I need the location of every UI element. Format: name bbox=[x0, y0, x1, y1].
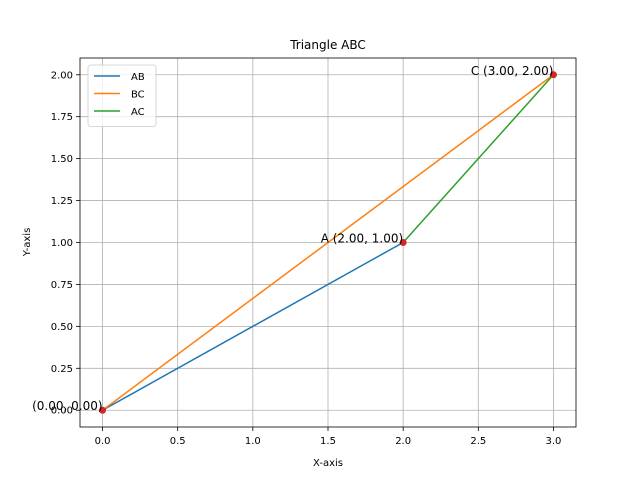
y-axis-label: Y-axis bbox=[22, 228, 33, 258]
data-point bbox=[399, 239, 407, 246]
series-line-ac bbox=[402, 74, 555, 244]
y-tick-label: 0.50 bbox=[51, 322, 73, 333]
point-label: (0.00, 0.00) bbox=[32, 399, 102, 413]
legend-label: AC bbox=[131, 107, 145, 118]
y-ticks: 0.00 0.25 0.50 0.75 1.00 1.25 1.50 1.75 2.00 bbox=[51, 70, 80, 417]
x-tick-label: 0.0 bbox=[95, 436, 111, 447]
series-line-bc bbox=[102, 74, 554, 411]
x-tick-label: 0.5 bbox=[170, 436, 186, 447]
series-line-ab bbox=[102, 241, 404, 411]
data-points bbox=[99, 71, 557, 414]
legend-box bbox=[87, 64, 157, 127]
point-label: A (2.00, 1.00) bbox=[321, 232, 403, 246]
legend-label: AB bbox=[131, 72, 145, 83]
x-tick-label: 1.5 bbox=[320, 436, 336, 447]
data-point bbox=[99, 406, 107, 414]
y-tick-label: 2.00 bbox=[51, 70, 73, 81]
y-tick-label: 1.75 bbox=[51, 112, 73, 123]
x-ticks: 0.0 0.5 1.0 1.5 2.0 2.5 3.0 bbox=[95, 427, 562, 447]
point-labels: (0.00, 0.00) A (2.00, 1.00) C (3.00, 2.00) bbox=[32, 64, 553, 413]
legend-label: BC bbox=[131, 90, 145, 101]
series-lines bbox=[102, 74, 555, 411]
data-point bbox=[549, 71, 557, 79]
point-label: C (3.00, 2.00) bbox=[471, 64, 554, 78]
y-tick-label: 0.75 bbox=[51, 280, 73, 291]
y-tick-label: 0.25 bbox=[51, 364, 73, 375]
y-tick-label: 1.00 bbox=[51, 238, 73, 249]
y-tick-label: 1.25 bbox=[51, 196, 73, 207]
x-tick-label: 2.0 bbox=[395, 436, 411, 447]
x-tick-label: 1.0 bbox=[245, 436, 261, 447]
y-tick-label: 1.50 bbox=[51, 154, 73, 165]
y-tick-label: 0.00 bbox=[51, 406, 73, 417]
x-tick-label: 3.0 bbox=[546, 436, 562, 447]
legend: AB BC AC bbox=[87, 64, 157, 127]
x-tick-label: 2.5 bbox=[470, 436, 486, 447]
chart-title: Triangle ABC bbox=[289, 38, 366, 52]
x-axis-label: X-axis bbox=[313, 458, 343, 469]
